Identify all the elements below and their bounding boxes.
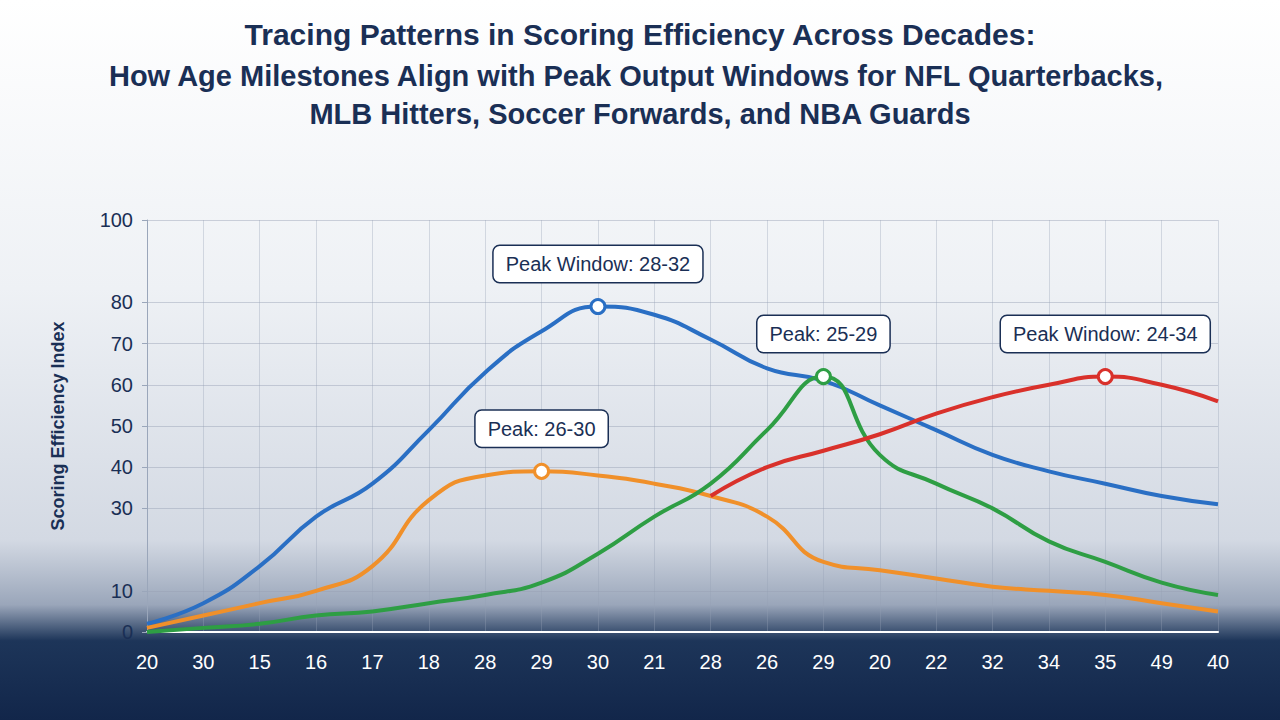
svg-text:26: 26 [756, 651, 778, 673]
svg-text:80: 80 [111, 291, 133, 313]
svg-text:70: 70 [111, 333, 133, 355]
svg-text:How Age Milestones Align with: How Age Milestones Align with Peak Outpu… [109, 60, 1171, 92]
svg-text:30: 30 [587, 651, 609, 673]
svg-text:28: 28 [700, 651, 722, 673]
svg-text:32: 32 [981, 651, 1003, 673]
svg-text:22: 22 [925, 651, 947, 673]
svg-text:30: 30 [111, 497, 133, 519]
svg-text:30: 30 [192, 651, 214, 673]
svg-text:29: 29 [812, 651, 834, 673]
svg-text:35: 35 [1094, 651, 1116, 673]
svg-text:17: 17 [361, 651, 383, 673]
svg-text:100: 100 [100, 209, 133, 231]
svg-text:40: 40 [1207, 651, 1229, 673]
svg-text:Peak Window: 28-32: Peak Window: 28-32 [506, 253, 691, 275]
svg-text:MLB Hitters, Soccer Forwards,: MLB Hitters, Soccer Forwards, and NBA Gu… [309, 98, 970, 130]
svg-text:Peak: 25-29: Peak: 25-29 [769, 323, 877, 345]
svg-text:18: 18 [418, 651, 440, 673]
svg-text:10: 10 [111, 580, 133, 602]
svg-text:28: 28 [474, 651, 496, 673]
svg-text:Tracing Patterns in Scoring Ef: Tracing Patterns in Scoring Efficiency A… [245, 18, 1036, 51]
svg-text:49: 49 [1151, 651, 1173, 673]
svg-text:0: 0 [122, 621, 133, 643]
svg-text:Peak Window: 24-34: Peak Window: 24-34 [1013, 323, 1198, 345]
svg-text:50: 50 [111, 415, 133, 437]
svg-text:34: 34 [1038, 651, 1060, 673]
svg-text:20: 20 [869, 651, 891, 673]
svg-text:Scoring Efficiency Index: Scoring Efficiency Index [48, 321, 68, 530]
svg-text:29: 29 [530, 651, 552, 673]
svg-text:40: 40 [111, 456, 133, 478]
svg-text:16: 16 [305, 651, 327, 673]
svg-text:21: 21 [643, 651, 665, 673]
svg-text:20: 20 [136, 651, 158, 673]
svg-text:Peak: 26-30: Peak: 26-30 [488, 418, 596, 440]
svg-text:60: 60 [111, 374, 133, 396]
svg-text:15: 15 [249, 651, 271, 673]
